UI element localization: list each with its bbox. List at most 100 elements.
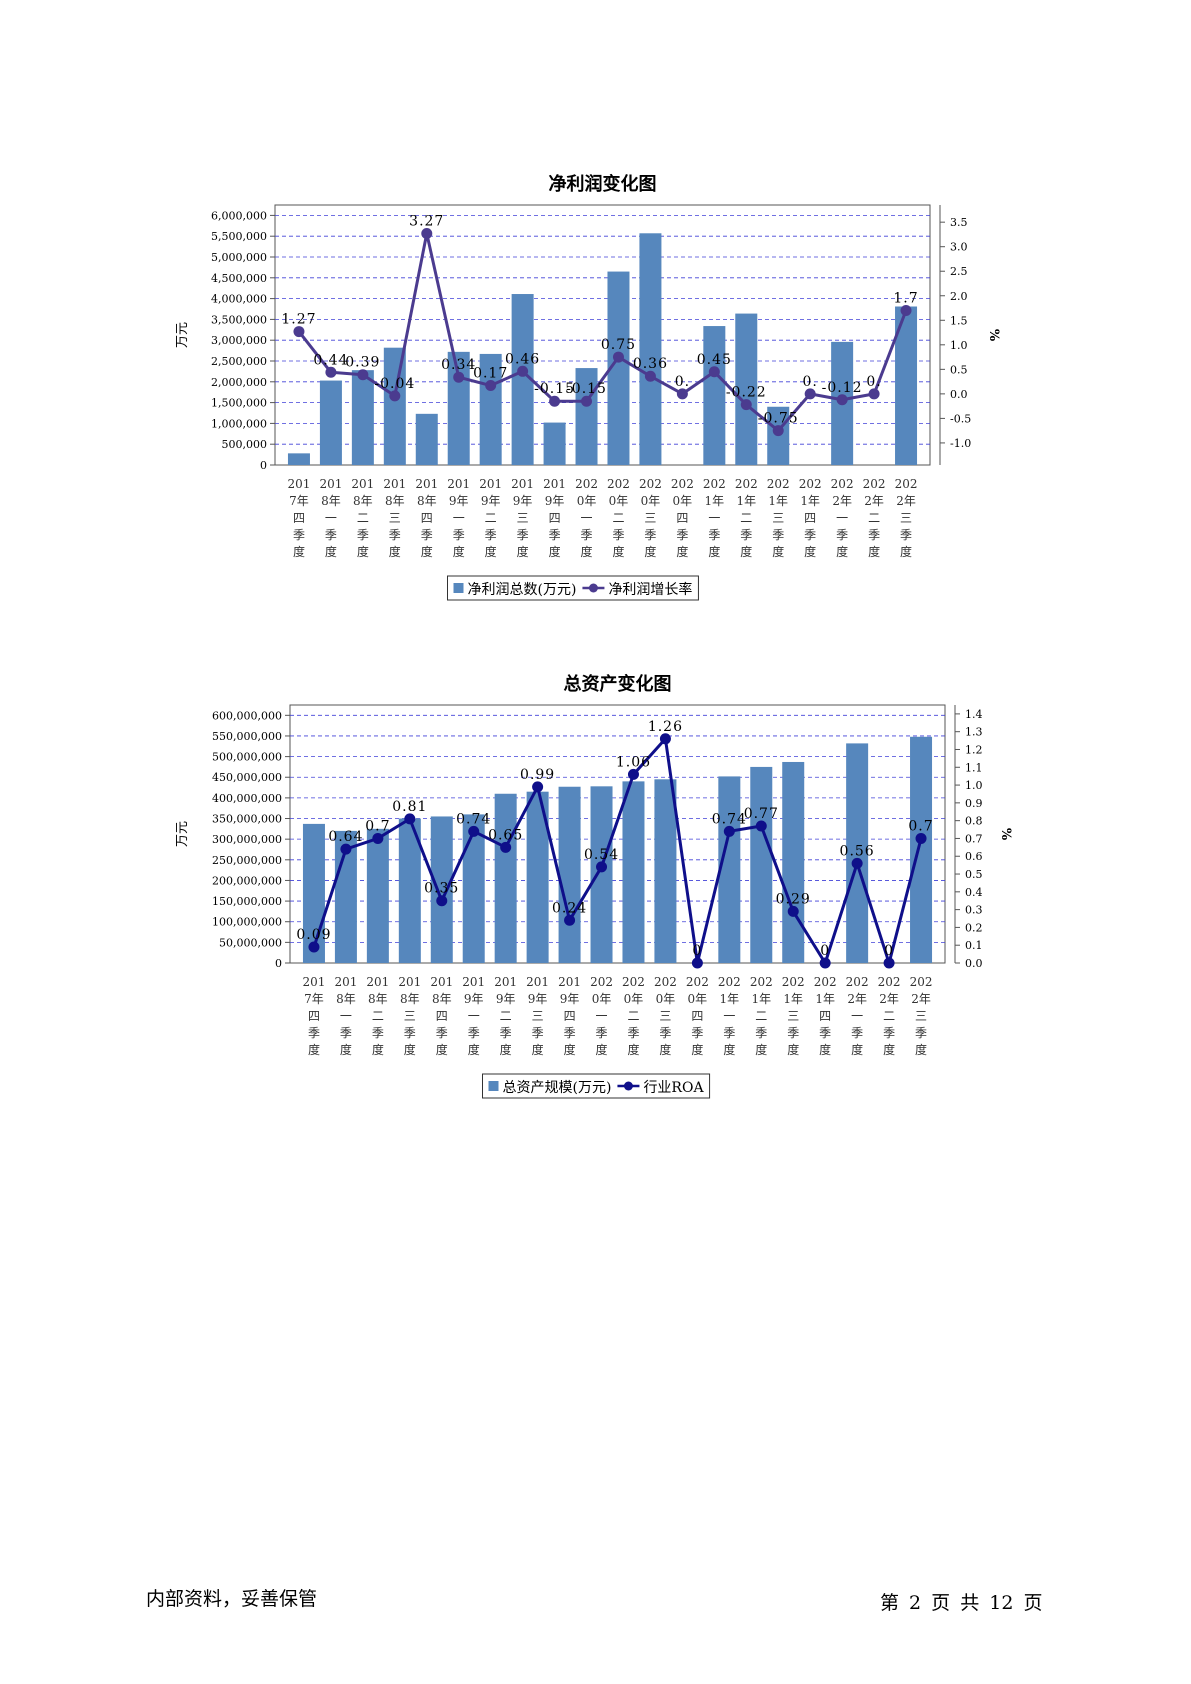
y2-tick-label: 1.0 <box>950 339 968 352</box>
line-point <box>581 395 593 407</box>
x-tick-label: 度 <box>581 544 593 559</box>
x-tick-label: 一 <box>723 1009 735 1023</box>
line-point <box>819 957 831 969</box>
x-tick-label: 三 <box>532 1009 544 1023</box>
legend-label-line: 净利润增长率 <box>608 581 692 598</box>
x-tick-label: 201 <box>447 477 470 491</box>
data-label: 0. <box>675 374 690 390</box>
y2-tick-label: 0.2 <box>965 921 983 934</box>
x-tick-label: 季 <box>596 1026 608 1040</box>
x-tick-label: 度 <box>612 544 624 559</box>
data-label: 0.74 <box>456 811 491 827</box>
y2-tick-label: 3.5 <box>950 216 968 229</box>
y2-tick-label: 1.4 <box>965 708 983 721</box>
x-tick-label: 度 <box>357 544 369 559</box>
net-profit-chart: 净利润变化图 0 500,000 1,000,000 1,500,000 2,000,00… <box>0 160 1191 630</box>
y2-tick-label: 1.5 <box>950 314 968 327</box>
x-tick-label: 度 <box>436 1042 448 1057</box>
x-tick-label: 度 <box>787 1042 799 1057</box>
x-tick-label: 度 <box>421 544 433 559</box>
bar <box>415 413 438 465</box>
data-label: 0.7 <box>908 818 933 834</box>
x-tick-label: 季 <box>372 1026 384 1040</box>
x-tick-label: 度 <box>691 1042 703 1057</box>
x-tick-label: 季 <box>772 528 784 542</box>
x-tick-label: 季 <box>404 1026 416 1040</box>
x-tick-label: 二 <box>485 511 497 525</box>
y-tick-label: 250,000,000 <box>212 854 282 867</box>
x-tick-label: 度 <box>755 1042 767 1057</box>
bar <box>462 814 485 963</box>
bar <box>654 779 677 963</box>
x-tick-label: 季 <box>836 528 848 542</box>
x-tick-label: 202 <box>703 477 726 491</box>
line-point <box>517 365 529 377</box>
x-tick-label: 度 <box>596 1042 608 1057</box>
x-tick-label: 度 <box>500 1042 512 1057</box>
bar <box>383 347 406 465</box>
x-tick-label: 二 <box>740 511 752 525</box>
x-tick-label: 0年 <box>577 494 597 508</box>
line-point <box>836 394 848 406</box>
legend-swatch-bar <box>453 583 464 593</box>
x-tick-label: 季 <box>915 1026 927 1040</box>
x-tick-label: 三 <box>517 511 529 525</box>
legend-box <box>482 1073 711 1099</box>
x-tick-label: 三 <box>915 1009 927 1023</box>
x-tick-label: 7年 <box>289 494 309 508</box>
x-tick-label: 202 <box>814 975 837 989</box>
x-tick-label: 季 <box>517 528 529 542</box>
x-tick-label: 8年 <box>336 992 356 1006</box>
x-tick-label: 一 <box>468 1009 480 1023</box>
y-tick-label: 4,500,000 <box>211 272 267 285</box>
x-tick-label: 二 <box>755 1009 767 1023</box>
total-assets-chart-svg: 总资产变化图 0 50,000,000 100,000,000 150,000,000 2… <box>175 673 1013 1099</box>
y-tick-label: 4,000,000 <box>211 293 267 306</box>
y-tick-label: 5,500,000 <box>211 230 267 243</box>
series-line <box>312 737 923 965</box>
x-tick-label: 8年 <box>321 494 341 508</box>
x-tick-label: 度 <box>851 1042 863 1057</box>
x-tick-label: 202 <box>910 975 933 989</box>
x-tick-label: 202 <box>654 975 677 989</box>
x-tick-label: 7年 <box>304 992 324 1006</box>
data-label: 0 <box>820 943 830 959</box>
x-tick-label: 201 <box>543 477 566 491</box>
x-tick-label: 9年 <box>513 494 533 508</box>
x-tick-label: 季 <box>900 528 912 542</box>
line-point <box>644 370 656 382</box>
line-point <box>421 227 433 239</box>
x-tick-label: 度 <box>883 1042 895 1057</box>
bar <box>718 776 741 963</box>
x-tick-label: 季 <box>819 1026 831 1040</box>
x-tick-label: 季 <box>755 1026 767 1040</box>
data-label: 1.26 <box>648 719 683 735</box>
bar <box>910 736 933 963</box>
y-tick-label: 0 <box>260 459 267 472</box>
x-tick-label: 四 <box>804 511 816 525</box>
line-point <box>740 399 752 411</box>
x-tick-label: 202 <box>735 477 758 491</box>
data-label: 0.09 <box>296 927 331 943</box>
x-tick-label: 三 <box>404 1009 416 1023</box>
line-point <box>659 733 671 745</box>
bar <box>319 380 342 465</box>
legend-swatch-dot <box>588 583 598 593</box>
x-tick-label: 1年 <box>751 992 771 1006</box>
x-tick-label: 1年 <box>800 494 820 508</box>
data-label: 0.45 <box>697 352 732 368</box>
bar <box>351 370 374 465</box>
y2-tick-label: 0.5 <box>965 868 983 881</box>
line-point <box>612 351 624 363</box>
x-tick-label: 201 <box>398 975 421 989</box>
x-tick-label: 度 <box>549 544 561 559</box>
x-tick-label: 季 <box>421 528 433 542</box>
x-tick-label: 四 <box>676 511 688 525</box>
x-tick-label: 季 <box>564 1026 576 1040</box>
x-tick-label: 季 <box>723 1026 735 1040</box>
y-tick-label: 1,000,000 <box>211 417 267 430</box>
legend: 净利润总数(万元) 净利润增长率 <box>447 575 699 601</box>
x-tick-label: 1年 <box>736 494 756 508</box>
data-label: -0.75 <box>758 411 799 427</box>
x-tick-label: 季 <box>883 1026 895 1040</box>
